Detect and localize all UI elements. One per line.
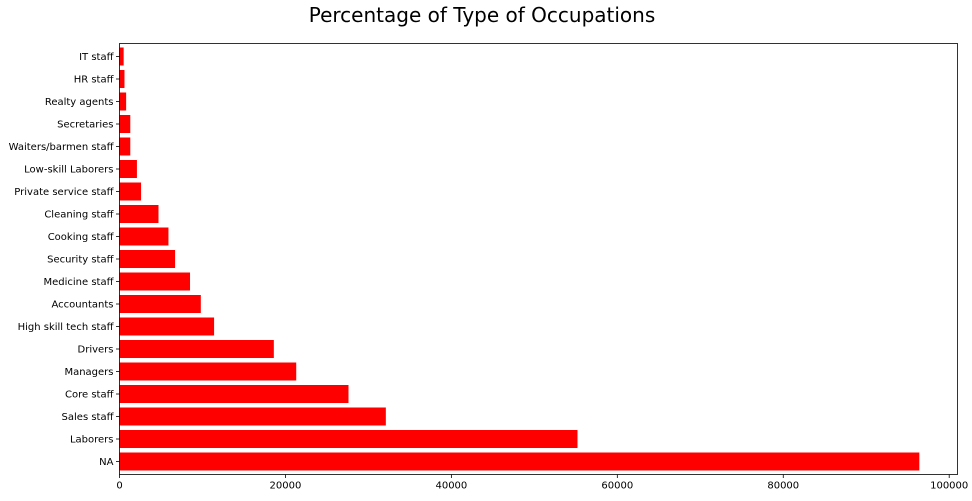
y-tick-label: Managers <box>64 367 113 378</box>
bar <box>119 430 578 448</box>
bar <box>119 205 159 223</box>
y-tick-label: Private service staff <box>14 187 114 198</box>
bar <box>119 317 215 336</box>
bar <box>119 182 142 201</box>
y-axis: NA Laborers Sales staff Core staff Managers D… <box>9 52 120 468</box>
y-tick-label: Cooking staff <box>48 232 115 243</box>
x-tick-label: 80000 <box>767 481 799 492</box>
y-tick-label: Secretaries <box>57 120 113 131</box>
y-tick-label: Accountants <box>52 300 114 311</box>
y-tick-label: Core staff <box>65 390 115 401</box>
bar <box>119 137 131 156</box>
bar <box>119 160 137 178</box>
bars-group <box>119 47 920 471</box>
y-tick-label: Cleaning staff <box>44 210 114 221</box>
y-tick-label: Drivers <box>78 345 114 356</box>
y-tick-label: Medicine staff <box>44 277 115 288</box>
y-tick-label: Security staff <box>47 255 115 266</box>
bar <box>119 70 125 88</box>
bar <box>119 272 191 291</box>
bar <box>119 115 131 133</box>
y-tick-label: Laborers <box>70 435 114 446</box>
y-tick-label: Sales staff <box>62 412 115 423</box>
y-tick-label: High skill tech staff <box>18 322 115 333</box>
bar <box>119 250 176 268</box>
x-tick-label: 100000 <box>930 481 968 492</box>
bar <box>119 47 124 66</box>
x-tick-label: 60000 <box>601 481 633 492</box>
y-tick-label: Waiters/barmen staff <box>9 142 115 153</box>
x-axis: 0 20000 40000 60000 80000 100000 <box>116 474 968 492</box>
bar <box>119 295 201 313</box>
x-tick-label: 0 <box>116 481 122 492</box>
y-tick-label: NA <box>99 457 113 468</box>
bar <box>119 340 274 358</box>
bar <box>119 362 297 381</box>
y-tick-label: HR staff <box>74 75 115 86</box>
y-tick-label: IT staff <box>79 52 114 63</box>
bar <box>119 452 920 471</box>
y-tick-label: Low-skill Laborers <box>24 165 113 176</box>
bar <box>119 407 386 426</box>
bar <box>119 92 127 111</box>
bar <box>119 227 169 246</box>
chart-title: Percentage of Type of Occupations <box>309 3 656 27</box>
x-tick-label: 20000 <box>270 481 302 492</box>
x-tick-label: 40000 <box>435 481 467 492</box>
y-tick-label: Realty agents <box>45 97 114 108</box>
bar <box>119 385 349 403</box>
